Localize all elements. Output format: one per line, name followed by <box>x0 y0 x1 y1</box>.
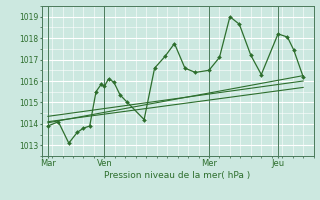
X-axis label: Pression niveau de la mer( hPa ): Pression niveau de la mer( hPa ) <box>104 171 251 180</box>
